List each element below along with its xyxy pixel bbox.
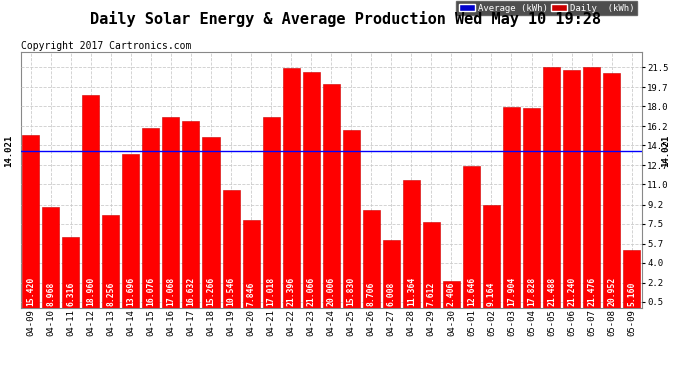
Text: 8.968: 8.968 bbox=[46, 282, 55, 306]
Text: 17.904: 17.904 bbox=[507, 277, 516, 306]
Bar bbox=[82, 96, 99, 308]
Text: 16.632: 16.632 bbox=[186, 277, 195, 306]
Text: 15.420: 15.420 bbox=[26, 277, 35, 306]
Text: 16.076: 16.076 bbox=[146, 277, 155, 306]
Bar bbox=[323, 84, 339, 308]
Bar bbox=[383, 240, 400, 308]
Text: Daily Solar Energy & Average Production Wed May 10 19:28: Daily Solar Energy & Average Production … bbox=[90, 11, 600, 27]
Text: 21.396: 21.396 bbox=[286, 277, 295, 306]
Bar bbox=[42, 207, 59, 308]
Bar bbox=[22, 135, 39, 308]
Bar bbox=[343, 130, 359, 308]
Text: 8.706: 8.706 bbox=[367, 282, 376, 306]
Bar bbox=[403, 180, 420, 308]
Text: 17.068: 17.068 bbox=[166, 277, 175, 306]
Bar bbox=[122, 154, 139, 308]
Text: 18.960: 18.960 bbox=[86, 277, 95, 306]
Bar bbox=[363, 210, 380, 308]
Text: 20.006: 20.006 bbox=[326, 277, 336, 306]
Text: 14.021: 14.021 bbox=[661, 135, 671, 167]
Bar bbox=[202, 137, 219, 308]
Bar bbox=[303, 72, 319, 308]
Text: 12.646: 12.646 bbox=[467, 277, 476, 306]
Text: 15.266: 15.266 bbox=[206, 277, 215, 306]
Bar bbox=[263, 117, 279, 308]
Text: 11.364: 11.364 bbox=[407, 277, 416, 306]
Bar bbox=[443, 280, 460, 308]
Bar bbox=[463, 166, 480, 308]
Text: 20.952: 20.952 bbox=[607, 277, 616, 306]
Bar bbox=[503, 107, 520, 308]
Text: 21.240: 21.240 bbox=[567, 277, 576, 306]
Text: 13.696: 13.696 bbox=[126, 277, 135, 306]
Text: 8.256: 8.256 bbox=[106, 282, 115, 306]
Text: 7.612: 7.612 bbox=[427, 282, 436, 306]
Text: 17.828: 17.828 bbox=[527, 277, 536, 306]
Text: 5.160: 5.160 bbox=[627, 282, 636, 306]
Text: 7.846: 7.846 bbox=[246, 282, 255, 306]
Bar bbox=[563, 70, 580, 308]
Bar bbox=[162, 117, 179, 308]
Text: 6.316: 6.316 bbox=[66, 282, 75, 306]
Bar bbox=[623, 250, 640, 308]
Text: 21.488: 21.488 bbox=[547, 277, 556, 306]
Text: Copyright 2017 Cartronics.com: Copyright 2017 Cartronics.com bbox=[21, 41, 191, 51]
Bar bbox=[283, 68, 299, 308]
Bar bbox=[603, 73, 620, 308]
Bar bbox=[102, 215, 119, 308]
Bar bbox=[222, 189, 239, 308]
Text: 21.476: 21.476 bbox=[587, 277, 596, 306]
Bar bbox=[523, 108, 540, 308]
Text: 17.018: 17.018 bbox=[266, 277, 275, 306]
Text: 21.066: 21.066 bbox=[306, 277, 315, 306]
Text: 10.546: 10.546 bbox=[226, 277, 235, 306]
Bar bbox=[142, 128, 159, 308]
Bar bbox=[483, 205, 500, 308]
Text: 6.008: 6.008 bbox=[387, 282, 396, 306]
Text: 15.830: 15.830 bbox=[347, 277, 356, 306]
Legend: Average (kWh), Daily  (kWh): Average (kWh), Daily (kWh) bbox=[456, 1, 637, 15]
Text: 14.021: 14.021 bbox=[4, 135, 14, 167]
Bar bbox=[583, 67, 600, 308]
Bar bbox=[182, 122, 199, 308]
Text: 9.164: 9.164 bbox=[487, 282, 496, 306]
Bar bbox=[243, 220, 259, 308]
Bar bbox=[543, 67, 560, 308]
Text: 2.406: 2.406 bbox=[447, 282, 456, 306]
Bar bbox=[62, 237, 79, 308]
Bar bbox=[423, 222, 440, 308]
